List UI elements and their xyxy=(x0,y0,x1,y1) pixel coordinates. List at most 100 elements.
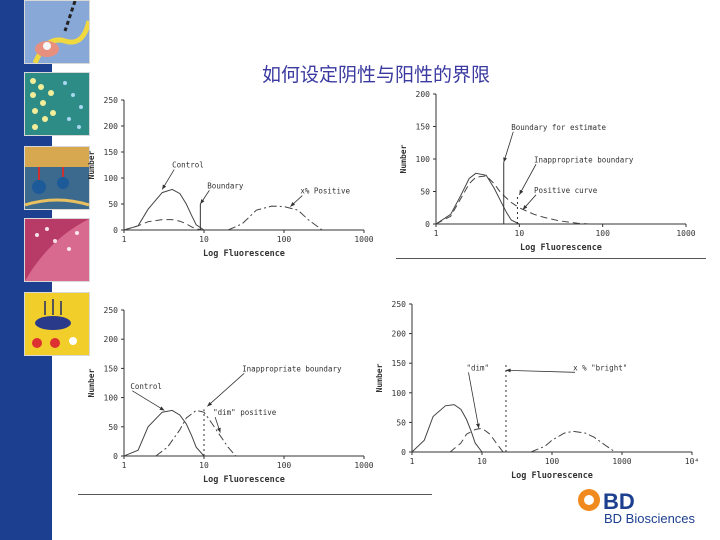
x-tick-label: 1 xyxy=(122,461,127,470)
series-line-2 xyxy=(435,175,590,225)
annotation-arrow xyxy=(468,372,480,429)
annotation-label: "dim" xyxy=(466,363,489,372)
histogram-chart-2: 0 50 100 150 200 1 10 100 1000 Log Fluorescence Nu… xyxy=(399,90,696,253)
y-tick-label: 0 xyxy=(425,220,430,229)
x-tick-label: 1 xyxy=(410,457,415,466)
annotation-label: Positive curve xyxy=(534,186,598,195)
annotation-arrow xyxy=(503,131,514,163)
y-tick-label: 50 xyxy=(420,188,430,197)
series-line-1 xyxy=(435,172,520,225)
histogram-chart-1: 0 50 100 150 200 250 1 10 100 1000 Log Fluorescenc… xyxy=(87,96,374,259)
annotation-label: x % "bright" xyxy=(573,363,627,372)
brand-name: BD Biosciences xyxy=(604,511,696,526)
thumbnail-tissue-spray xyxy=(24,218,90,282)
annotation-arrowhead xyxy=(200,199,205,204)
y-tick-label: 50 xyxy=(108,200,118,209)
series-line-1 xyxy=(123,188,205,231)
annotation-arrowhead xyxy=(519,189,524,195)
annotation-label: Inappropriate boundary xyxy=(534,155,634,164)
bd-logo: BD xyxy=(577,487,647,517)
x-tick-label: 100 xyxy=(277,461,292,470)
annotation-arrowhead xyxy=(162,184,167,190)
x-tick-label: 10 xyxy=(199,461,209,470)
x-tick-label: 1000 xyxy=(612,457,631,466)
x-tick-label: 1000 xyxy=(354,235,373,244)
thumbnail-bead-dots xyxy=(24,72,90,136)
annotation-arrowhead xyxy=(159,406,165,411)
histogram-panel-2: 0 50 100 150 200 1 10 100 1000 Log Fluorescence Nu… xyxy=(396,86,706,262)
annotation-arrowhead xyxy=(290,202,296,207)
y-tick-label: 0 xyxy=(401,448,406,457)
y-tick-label: 50 xyxy=(396,418,406,427)
histogram-panel-3: 0 50 100 150 200 250 1 10 100 1000 Log Fluorescenc… xyxy=(76,298,376,496)
annotation-label: "dim" positive xyxy=(213,408,277,417)
annotation-arrow xyxy=(132,390,165,411)
y-tick-label: 200 xyxy=(392,330,407,339)
series-line-2 xyxy=(123,219,205,231)
thumbnail-receptor-cell xyxy=(24,292,90,356)
x-tick-label: 100 xyxy=(545,457,560,466)
y-tick-label: 150 xyxy=(416,123,431,132)
x-axis-label: Log Fluorescence xyxy=(511,471,593,481)
divider-top xyxy=(396,258,706,259)
x-tick-label: 10 xyxy=(477,457,487,466)
slide-title: 如何设定阴性与阳性的界限 xyxy=(262,64,491,86)
bd-mark-text: BD xyxy=(603,489,635,513)
x-tick-label: 100 xyxy=(277,235,292,244)
annotation-arrowhead xyxy=(522,204,528,210)
series-line-3 xyxy=(530,430,616,453)
y-tick-label: 100 xyxy=(104,394,119,403)
y-tick-label: 100 xyxy=(104,174,119,183)
y-axis-label: Number xyxy=(399,144,408,173)
x-axis-label: Log Fluorescence xyxy=(203,475,285,485)
y-tick-label: 0 xyxy=(113,226,118,235)
y-axis-label: Number xyxy=(375,363,384,392)
x-tick-label: 1000 xyxy=(676,229,695,238)
divider-bottom xyxy=(78,494,432,495)
x-axis-label: Log Fluorescence xyxy=(203,249,285,259)
x-tick-label: 1 xyxy=(122,235,127,244)
y-tick-label: 150 xyxy=(104,148,119,157)
annotation-label: Boundary for estimate xyxy=(511,123,606,132)
annotation-arrowhead xyxy=(217,427,221,433)
x-tick-label: 10 xyxy=(515,229,525,238)
x-axis-label: Log Fluorescence xyxy=(520,243,602,253)
y-tick-label: 200 xyxy=(104,335,119,344)
thumbnail-microvilli xyxy=(24,146,90,210)
y-tick-label: 100 xyxy=(416,155,431,164)
annotation-label: Control xyxy=(172,161,204,170)
y-tick-label: 150 xyxy=(392,359,407,368)
y-axis-label: Number xyxy=(87,368,96,397)
y-tick-label: 250 xyxy=(104,306,119,315)
histogram-panel-4: 0 50 100 150 200 250 1 10 100 1000 10⁴ Log Fluoresc… xyxy=(372,292,708,488)
x-tick-label: 100 xyxy=(595,229,610,238)
histogram-chart-3: 0 50 100 150 200 250 1 10 100 1000 Log Fluorescenc… xyxy=(87,306,374,485)
annotation-arrow xyxy=(207,373,245,407)
x-tick-label: 10 xyxy=(199,235,209,244)
annotation-label: Boundary xyxy=(207,181,244,190)
annotation-arrowhead xyxy=(505,368,511,373)
y-axis-label: Number xyxy=(87,150,96,179)
annotation-arrowhead xyxy=(503,157,507,163)
y-tick-label: 150 xyxy=(104,364,119,373)
annotation-arrowhead xyxy=(207,401,213,407)
y-tick-label: 200 xyxy=(416,90,431,99)
series-line-1 xyxy=(123,409,205,457)
annotation-label: Inappropriate boundary xyxy=(242,364,342,373)
annotation-label: x% Positive xyxy=(300,187,350,196)
y-tick-label: 200 xyxy=(104,122,119,131)
annotation-label: Control xyxy=(130,382,162,391)
y-tick-label: 250 xyxy=(104,96,119,105)
histogram-panel-1: 0 50 100 150 200 250 1 10 100 1000 Log Fluorescenc… xyxy=(80,92,390,262)
series-line-1 xyxy=(411,404,483,453)
y-tick-label: 50 xyxy=(108,423,118,432)
series-line-2 xyxy=(449,427,504,453)
x-tick-label: 10⁴ xyxy=(685,457,699,466)
annotation-arrow xyxy=(518,164,537,195)
y-tick-label: 250 xyxy=(392,300,407,309)
annotation-arrowhead xyxy=(476,423,480,429)
thumbnail-cell-tethered xyxy=(24,0,90,64)
annotation-arrow xyxy=(505,369,576,373)
y-tick-label: 0 xyxy=(113,452,118,461)
histogram-chart-4: 0 50 100 150 200 250 1 10 100 1000 10⁴ Log Fluoresc… xyxy=(375,300,699,481)
